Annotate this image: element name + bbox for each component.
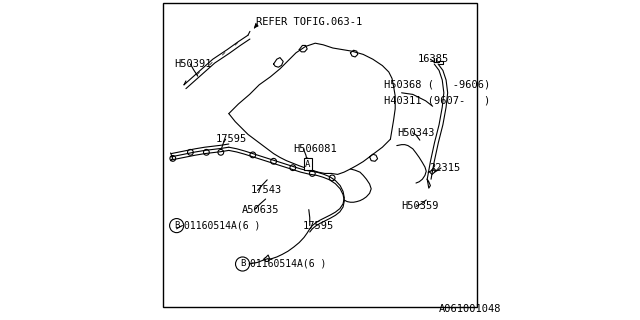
Text: 01160514A(6 ): 01160514A(6 ) <box>184 220 260 231</box>
Text: 16385: 16385 <box>418 54 449 64</box>
Text: 17595: 17595 <box>216 134 247 144</box>
Text: B: B <box>174 221 179 230</box>
Text: 17543: 17543 <box>251 185 282 196</box>
Text: H40311 (9607-   ): H40311 (9607- ) <box>384 96 490 106</box>
Text: H50391: H50391 <box>174 59 212 69</box>
Text: 01160514A(6 ): 01160514A(6 ) <box>250 259 326 269</box>
Text: H50359: H50359 <box>402 201 439 212</box>
Text: A50635: A50635 <box>242 204 279 215</box>
Text: A: A <box>305 160 310 169</box>
Text: 22315: 22315 <box>429 163 460 173</box>
Text: H506081: H506081 <box>292 144 337 154</box>
Text: REFER TOFIG.063-1: REFER TOFIG.063-1 <box>256 17 362 28</box>
Text: B: B <box>240 260 245 268</box>
Text: H50343: H50343 <box>397 128 435 138</box>
Text: 17595: 17595 <box>302 220 333 231</box>
Text: A061001048: A061001048 <box>438 304 501 314</box>
Text: H50368 (   -9606): H50368 ( -9606) <box>384 80 490 90</box>
